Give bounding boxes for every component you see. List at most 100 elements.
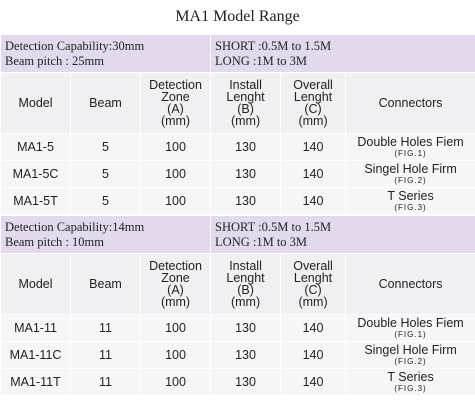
cell: 140 — [280, 314, 347, 342]
section-table: Detection Capability:30mm Beam pitch : 25… — [0, 34, 475, 215]
long-range: LONG :1M to 3M — [215, 234, 308, 249]
tables: Detection Capability:30mm Beam pitch : 25… — [0, 34, 475, 396]
cell: 100 — [139, 187, 212, 215]
cell: MA1-11T — [0, 368, 71, 396]
column-header-line: (mm) — [160, 295, 191, 309]
figure-ref: (FIG.2) — [394, 176, 427, 185]
column-header-line: (C) — [304, 283, 322, 297]
column-header: Connectors — [345, 253, 475, 315]
column-header: Model — [0, 253, 71, 315]
cell: 100 — [139, 368, 212, 396]
range-cell: SHORT :0.5M to 1.5M LONG :1M to 3M — [210, 34, 475, 73]
column-header-line: (C) — [304, 102, 322, 116]
column-header-line: Detection — [149, 259, 202, 273]
column-header: Overall Lenght (C) (mm) — [280, 253, 347, 315]
column-header-line: Connectors — [378, 277, 443, 291]
column-header-row: Model Beam Detection Zone (A) (mm) Install Leng… — [0, 72, 475, 134]
column-header-line: (A) — [167, 102, 184, 116]
capability: Detection Capability:30mm — [5, 38, 145, 53]
figure-ref: (FIG.3) — [394, 203, 427, 212]
column-header-line: (mm) — [230, 114, 261, 128]
column-header-line: Overall — [293, 78, 333, 92]
cell: 100 — [139, 314, 212, 342]
long-range: LONG :1M to 3M — [215, 53, 308, 68]
short-range: SHORT :0.5M to 1.5M — [215, 219, 332, 234]
column-header: Beam — [70, 253, 141, 315]
column-header-line: (mm) — [298, 295, 328, 309]
section-header: Detection Capability:30mm Beam pitch : 25… — [0, 34, 475, 73]
connector-cell: Double Holes Fiem (FIG.1) — [345, 133, 475, 161]
column-header: Detection Zone (A) (mm) — [139, 72, 212, 134]
connector: T Series — [387, 370, 434, 384]
capability-cell: Detection Capability:14mm Beam pitch : 10… — [0, 215, 212, 254]
figure-ref: (FIG.3) — [394, 384, 427, 393]
cell: 140 — [280, 133, 347, 161]
cell: MA1-11C — [0, 341, 71, 369]
cell: MA1-5 — [0, 133, 71, 161]
column-header-line: Zone — [161, 271, 190, 285]
cell: 130 — [210, 314, 282, 342]
cell: 130 — [210, 368, 282, 396]
section-header: Detection Capability:14mm Beam pitch : 10… — [0, 215, 475, 254]
cell: MA1-11 — [0, 314, 71, 342]
cell: MA1-5T — [0, 187, 71, 215]
column-header-line: (mm) — [230, 295, 261, 309]
column-header-line: Model — [18, 96, 53, 110]
capability-cell: Detection Capability:30mm Beam pitch : 25… — [0, 34, 212, 73]
figure-ref: (FIG.1) — [394, 149, 427, 158]
connector: T Series — [387, 189, 434, 203]
connector: Double Holes Fiem — [357, 316, 464, 330]
column-header-line: Beam — [89, 277, 122, 291]
column-header-row: Model Beam Detection Zone (A) (mm) Install Leng… — [0, 253, 475, 315]
connector: Singel Hole Firm — [364, 343, 457, 357]
cell: 5 — [70, 133, 141, 161]
column-header-line: (A) — [167, 283, 184, 297]
cell: 130 — [210, 341, 282, 369]
cell: 11 — [70, 314, 141, 342]
column-header: Overall Lenght (C) (mm) — [280, 72, 347, 134]
pitch: Beam pitch : 25mm — [5, 53, 104, 68]
cell: 100 — [139, 160, 212, 188]
title: MA1 Model Range — [175, 8, 300, 25]
data-row: MA1-11T 11 100 130 140 T Series (FIG.3) — [0, 368, 475, 396]
column-header-line: (B) — [237, 102, 254, 116]
cell: 5 — [70, 160, 141, 188]
capability: Detection Capability:14mm — [5, 219, 145, 234]
cell: 130 — [210, 187, 282, 215]
cell: MA1-5C — [0, 160, 71, 188]
connector-cell: Double Holes Fiem (FIG.1) — [345, 314, 475, 342]
cell: 140 — [280, 187, 347, 215]
cell: 140 — [280, 368, 347, 396]
column-header-line: (mm) — [160, 114, 191, 128]
column-header-line: Install — [229, 259, 262, 273]
data-row: MA1-11C 11 100 130 140 Singel Hole Firm (FIG.2… — [0, 341, 475, 369]
section-table: Detection Capability:14mm Beam pitch : 10… — [0, 215, 475, 396]
connector-cell: Singel Hole Firm (FIG.2) — [345, 341, 475, 369]
cell: 130 — [210, 160, 282, 188]
column-header-line: Install — [229, 78, 262, 92]
cell: 11 — [70, 341, 141, 369]
figure-ref: (FIG.1) — [394, 330, 427, 339]
column-header-line: Beam — [89, 96, 122, 110]
connector-cell: T Series (FIG.3) — [345, 187, 475, 215]
column-header-line: Lenght — [293, 271, 333, 285]
connector: Double Holes Fiem — [357, 135, 464, 149]
cell: 100 — [139, 341, 212, 369]
column-header: Detection Zone (A) (mm) — [139, 253, 212, 315]
column-header-line: Lenght — [226, 90, 265, 104]
cell: 140 — [280, 160, 347, 188]
cell: 130 — [210, 133, 282, 161]
column-header: Connectors — [345, 72, 475, 134]
column-header: Install Lenght (B) (mm) — [210, 72, 282, 134]
column-header-line: Zone — [161, 90, 190, 104]
column-header-line: Lenght — [226, 271, 265, 285]
connector: Singel Hole Firm — [364, 162, 457, 176]
data-row: MA1-5T 5 100 130 140 T Series (FIG.3) — [0, 187, 475, 215]
column-header-line: (mm) — [298, 114, 328, 128]
column-header-line: Overall — [293, 259, 333, 273]
cell: 100 — [139, 133, 212, 161]
cell: 140 — [280, 341, 347, 369]
cell: 11 — [70, 368, 141, 396]
column-header-line: (B) — [237, 283, 254, 297]
